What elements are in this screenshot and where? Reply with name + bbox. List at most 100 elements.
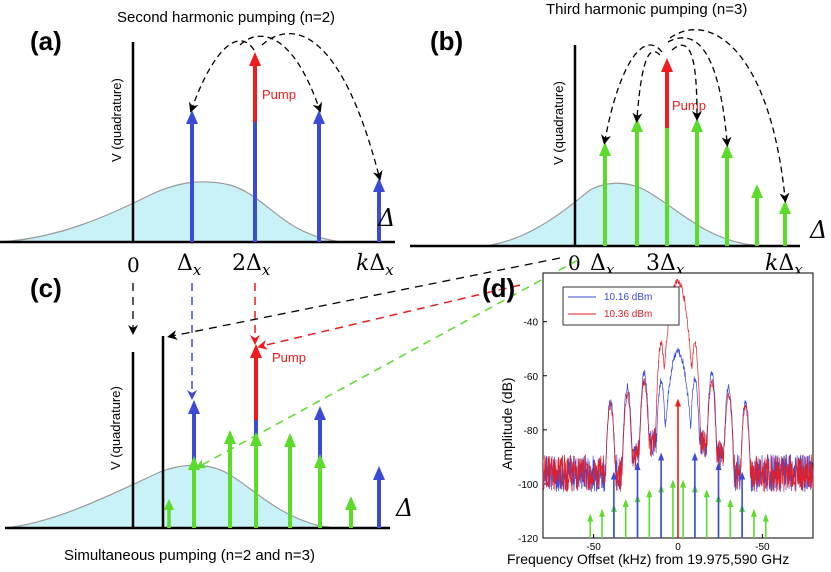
panel-a: (a) Second harmonic pumping (n=2) V (qua…: [0, 9, 395, 279]
comb-arrow-green-head: [703, 489, 710, 498]
panel-b-title: Third harmonic pumping (n=3): [546, 1, 747, 18]
connectors: [128, 257, 579, 469]
comb-arrow-blue-head: [658, 452, 665, 461]
panel-c-green-6-head: [345, 496, 357, 510]
comb-arrow-green-head: [599, 508, 606, 517]
connector-b-pump: [257, 284, 521, 350]
connector-b-dx: [195, 259, 579, 469]
panel-a-gaussian: [0, 181, 341, 243]
comb-arrow-blue-head: [610, 471, 617, 480]
panel-d-legend-label-red: 10.36 dBm: [604, 309, 652, 320]
panel-b-tick-0: 0: [568, 251, 581, 275]
panel-c-red-2-head: [250, 344, 262, 358]
panel-b-tick-3: 3Δx: [646, 251, 685, 279]
x-tick-label: -50: [755, 542, 770, 553]
panel-b: (b) Third harmonic pumping (n=3) V (quad…: [410, 1, 827, 279]
panel-b-dashed-far: [669, 29, 790, 203]
panel-b-dashed-1: [601, 44, 663, 145]
panel-a-title: Second harmonic pumping (n=2): [117, 9, 335, 26]
panel-b-arrowhead-2: [631, 118, 643, 132]
connector-b-0: [167, 257, 561, 340]
comb-arrow-green-head: [750, 508, 757, 517]
panel-a-tick-0: 0: [127, 253, 140, 277]
panel-b-arrowhead-5: [721, 144, 733, 158]
y-tick-label: -80: [524, 426, 539, 437]
panel-b-arrowhead-3: [661, 58, 673, 72]
panel-c-title: Simultaneous pumping (n=2 and n=3): [64, 547, 315, 564]
panel-d-legend-label-blue: 10.16 dBm: [604, 292, 652, 303]
panel-c-green-3-head: [250, 432, 262, 446]
panel-a-delta: Δ: [377, 204, 395, 232]
y-tick-label: -40: [524, 318, 539, 329]
panel-d-arrows: [587, 398, 769, 538]
panel-c-green-4-head: [284, 433, 296, 447]
panel-a-dashed-left: [189, 40, 255, 113]
comb-arrow-green-head: [587, 513, 594, 522]
panel-b-dashed-4: [667, 37, 732, 147]
panel-d: (d) -40 -60 -80 -100 -120 -50 0 -50 10.16 dBm 1…: [482, 272, 814, 567]
panel-c-green-5-head: [314, 454, 326, 468]
comb-arrow-red-head: [675, 398, 681, 407]
panel-b-arrowhead-4: [691, 118, 703, 132]
panel-a-pump-label: Pump: [262, 87, 296, 102]
y-tick-label: -60: [524, 372, 539, 383]
panel-b-arrowhead-1: [599, 142, 611, 156]
panel-b-tick-1: Δx: [590, 251, 615, 279]
panel-d-ticks: -40 -60 -80 -100 -120 -50 0 -50: [518, 318, 770, 553]
panel-a-dashed-far: [261, 33, 383, 181]
panel-c-blue-k-head: [373, 466, 385, 480]
comb-arrow-blue-head: [634, 461, 641, 470]
panel-b-ylabel: V (quadrature): [551, 81, 566, 165]
comb-arrow-blue-head: [715, 461, 722, 470]
panel-d-spectrum: [542, 278, 814, 493]
panel-c-green-2-head: [224, 430, 236, 444]
panel-a-letter: (a): [30, 26, 62, 56]
panel-b-pump-label: Pump: [672, 98, 706, 113]
comb-arrow-green-head: [669, 479, 676, 488]
panel-c-blue-1-head: [188, 400, 200, 414]
panel-c-blue-3-head: [314, 406, 326, 420]
panel-c-ylabel: V (quadrature): [108, 386, 123, 470]
comb-arrow-green-head: [680, 479, 687, 488]
panel-a-arrowhead-1: [186, 110, 198, 124]
spectrum-series-2: [542, 278, 814, 492]
panel-b-delta: Δ: [809, 216, 827, 244]
y-tick-label: -120: [518, 534, 538, 545]
panel-b-letter: (b): [430, 26, 463, 56]
panel-a-arrowhead-2: [249, 52, 261, 66]
x-tick-label: -50: [586, 542, 601, 553]
panel-b-arrowhead-k: [779, 200, 791, 214]
comb-arrow-green-head: [762, 513, 769, 522]
panel-b-dashed-3: [671, 44, 702, 121]
panel-b-arrowhead-6: [751, 184, 763, 198]
panel-a-arrowhead-k: [373, 178, 385, 192]
spectrum-series-1: [542, 347, 814, 493]
panel-d-ylabel: Amplitude (dB): [499, 377, 515, 470]
panel-d-letter: (d): [482, 273, 515, 303]
panel-c-pump-label: Pump: [272, 350, 306, 365]
panel-c-delta: Δ: [395, 494, 413, 522]
panel-a-tick-2: 2Δx: [232, 251, 271, 279]
panel-c-green-1-head: [188, 456, 200, 470]
comb-arrow-blue-head: [691, 452, 698, 461]
panel-a-tick-k: kΔx: [356, 251, 394, 279]
panel-a-dashed-right: [239, 35, 323, 113]
panel-a-tick-1: Δx: [177, 251, 202, 279]
comb-arrow-blue-head: [739, 471, 746, 480]
comb-arrow-green-head: [646, 489, 653, 498]
panel-c-letter: (c): [30, 273, 62, 303]
panel-d-legend-box: [562, 286, 680, 326]
panel-c: (c) Simultaneous pumping (n=2 and n=3) V…: [4, 273, 413, 564]
comb-arrow-green-head: [622, 499, 629, 508]
panel-a-arrowhead-3: [313, 110, 325, 124]
panel-d-xlabel: Frequency Offset (kHz) from 19.975,590 G…: [507, 551, 789, 567]
panel-c-green-0-head: [164, 499, 174, 510]
y-tick-label: -100: [518, 480, 538, 491]
comb-arrow-green-head: [727, 499, 734, 508]
panel-b-dashed-2: [632, 51, 661, 123]
panel-a-ylabel: V (quadrature): [109, 78, 124, 162]
x-tick-label: 0: [675, 542, 681, 553]
panel-b-gaussian: [484, 182, 761, 247]
